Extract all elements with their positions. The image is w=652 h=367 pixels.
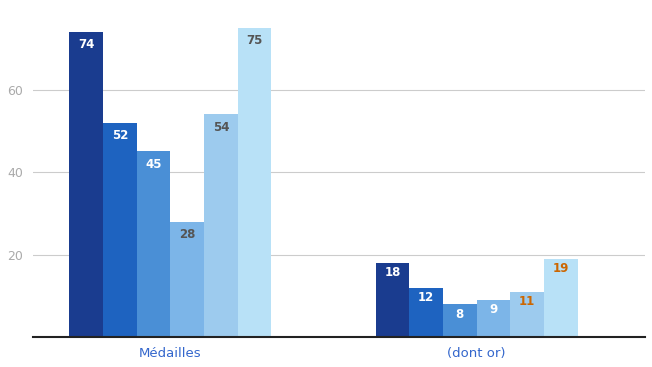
Text: 74: 74 — [78, 38, 95, 51]
Bar — [376, 263, 409, 337]
Text: 75: 75 — [246, 34, 263, 47]
Bar — [103, 123, 137, 337]
Text: 45: 45 — [145, 158, 162, 171]
Bar — [204, 115, 238, 337]
Bar — [544, 259, 578, 337]
Text: 8: 8 — [456, 308, 464, 321]
Bar — [137, 152, 170, 337]
Text: 9: 9 — [490, 304, 497, 316]
Text: 11: 11 — [519, 295, 535, 308]
Bar — [238, 28, 271, 337]
Text: 28: 28 — [179, 228, 196, 241]
Bar — [69, 32, 103, 337]
Bar — [170, 222, 204, 337]
Text: 19: 19 — [553, 262, 569, 275]
Bar — [511, 292, 544, 337]
Text: 52: 52 — [111, 129, 128, 142]
Bar — [443, 304, 477, 337]
Text: 18: 18 — [384, 266, 400, 279]
Text: 54: 54 — [213, 120, 229, 134]
Bar — [477, 300, 511, 337]
Text: 12: 12 — [418, 291, 434, 304]
Bar — [409, 288, 443, 337]
